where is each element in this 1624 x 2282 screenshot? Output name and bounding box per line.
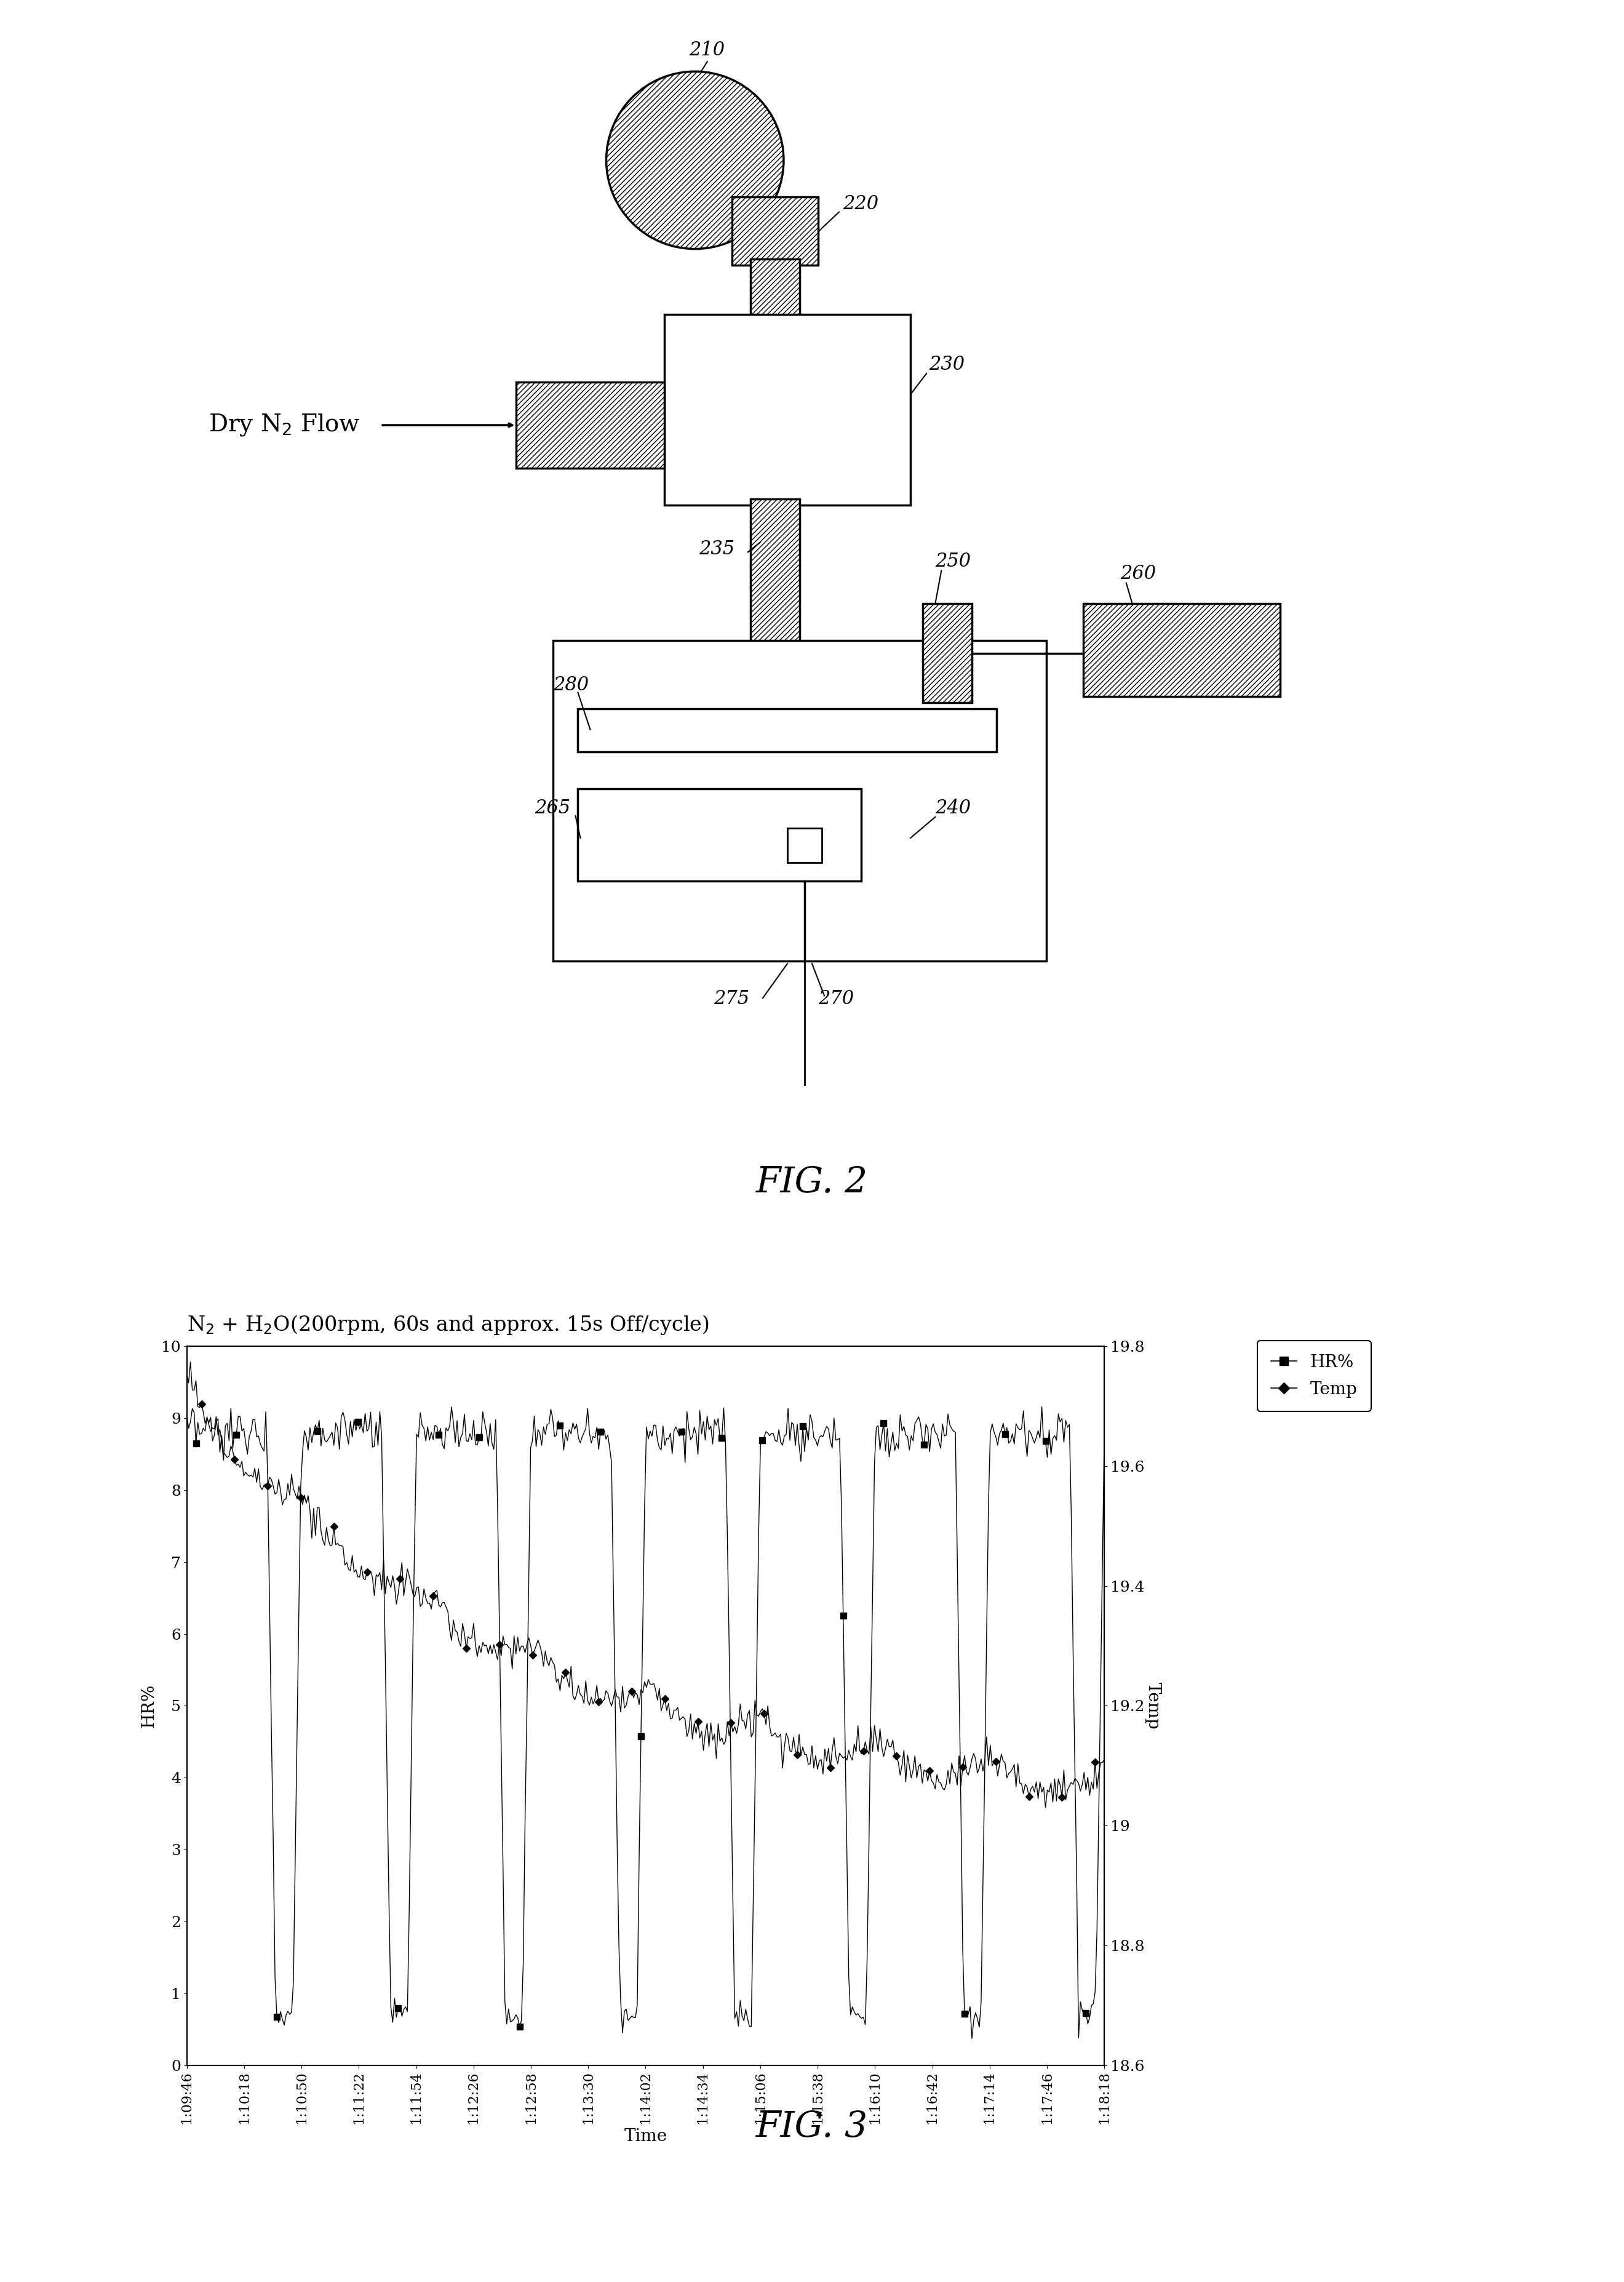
Y-axis label: HR%: HR% [140,1684,158,1727]
Text: Dry N$_2$ Flow: Dry N$_2$ Flow [208,413,361,438]
Bar [578,707,997,751]
Text: 240: 240 [935,799,971,817]
Circle shape [606,71,784,249]
Bar [788,828,822,863]
X-axis label: Time: Time [624,2129,667,2145]
Text: 280: 280 [554,675,590,694]
Bar [516,381,664,468]
Y-axis label: Temp: Temp [1145,1682,1161,1730]
Text: 210: 210 [689,41,724,59]
Text: 270: 270 [818,990,854,1009]
Legend: HR%, Temp: HR%, Temp [1257,1340,1371,1410]
Text: 265: 265 [534,799,570,817]
Text: 250: 250 [935,552,971,570]
Bar [664,315,911,504]
Bar [554,641,1046,961]
Text: 275: 275 [713,990,749,1009]
Bar [732,196,818,265]
Text: 230: 230 [929,356,965,374]
Bar [750,258,799,319]
Bar [750,500,799,659]
Text: 235: 235 [698,541,734,559]
Text: 220: 220 [843,194,879,215]
Text: N$_2$ + H$_2$O(200rpm, 60s and approx. 15s Off/cycle): N$_2$ + H$_2$O(200rpm, 60s and approx. 1… [187,1314,710,1337]
Bar [578,790,861,881]
Text: 260: 260 [1121,564,1156,584]
Text: FIG. 2: FIG. 2 [757,1166,867,1200]
Bar [922,605,973,703]
Text: FIG. 3: FIG. 3 [757,2109,867,2145]
Bar [1083,605,1280,696]
